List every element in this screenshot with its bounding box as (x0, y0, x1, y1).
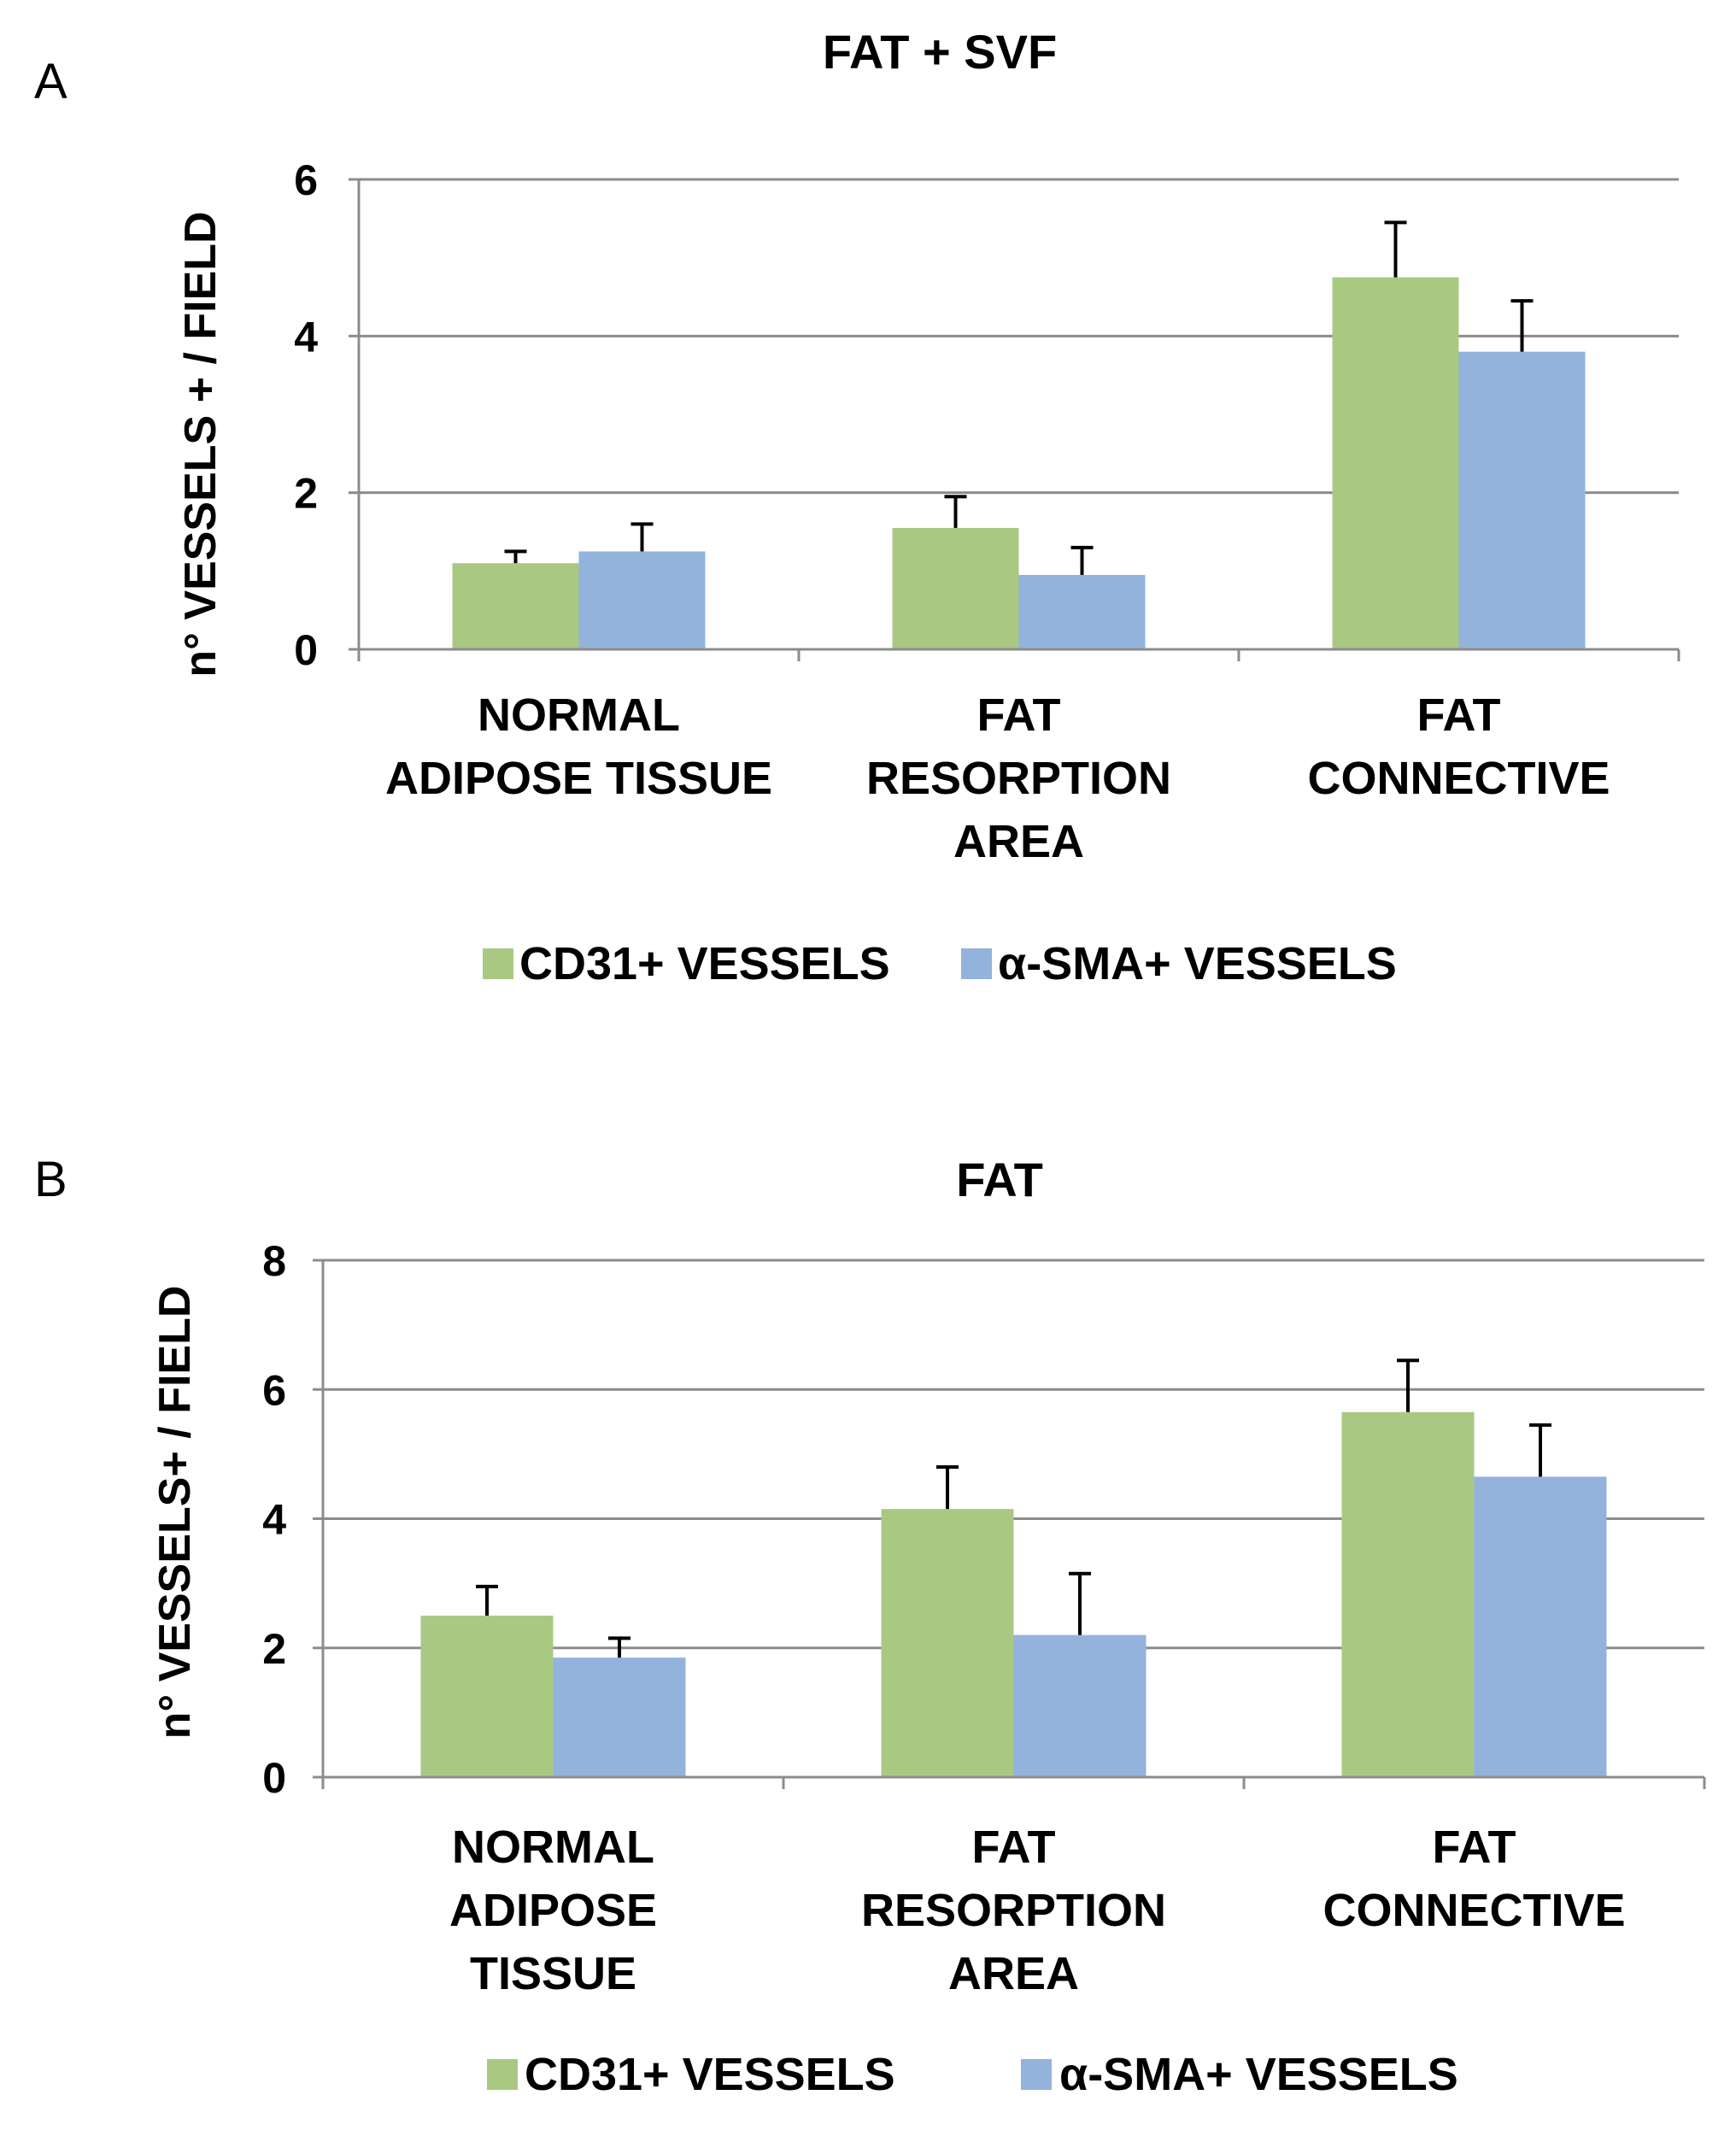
chart-a-x-axis (357, 179, 1680, 661)
chart-b-bar-s1-c2 (1474, 1476, 1607, 1777)
legend-a-asma-swatch (961, 948, 992, 979)
chart-a-legend: CD31+ VESSELS α-SMA+ VESSELS (483, 938, 1397, 989)
chart-b-bar-s0-c0 (420, 1615, 554, 1777)
chart-b-bars (420, 1358, 1607, 1777)
chart-b-legend: CD31+ VESSELS α-SMA+ VESSELS (487, 2049, 1458, 2100)
chart-b-category-label-2-line-0: FAT (1433, 1822, 1516, 1873)
chart-a-bar-s0-c1 (892, 527, 1019, 649)
chart-a-category-label-2-line-1: CONNECTIVE (1307, 753, 1610, 804)
legend-b-cd31-label: CD31+ VESSELS (525, 2049, 895, 2100)
chart-b-category-label-0-line-2: TISSUE (470, 1948, 636, 1999)
chart-a-bars (452, 220, 1586, 649)
chart-a-y-tick-label-1: 2 (294, 470, 318, 518)
legend-a-cd31-label: CD31+ VESSELS (519, 938, 890, 989)
chart-b-y-ticks: 0 2 4 6 8 (262, 1237, 323, 1802)
chart-a-bar-s0-c2 (1332, 277, 1459, 649)
chart-b-bar-s1-c0 (553, 1658, 686, 1777)
chart-a-title: FAT + SVF (823, 25, 1057, 79)
chart-a-category-label-0-line-0: NORMAL (478, 690, 680, 741)
chart-a-category-labels: NORMAL ADIPOSE TISSUE FAT RESORPTION AREA FAT… (385, 690, 1610, 867)
chart-b-y-tick-label-4: 8 (262, 1237, 286, 1285)
chart-b-category-label-1-line-1: RESORPTION (861, 1885, 1166, 1936)
chart-b-y-tick-label-3: 6 (262, 1366, 286, 1414)
chart-a-category-label-1-line-2: AREA (953, 816, 1084, 867)
chart-a-bar-s1-c2 (1458, 351, 1586, 649)
chart-b-y-axis-label: n° VESSELS+ / FIELD (150, 1286, 200, 1740)
panel-label-b: B (34, 1152, 67, 1207)
chart-a: A FAT + SVF n° VESSELS + / FIELD 0 2 4 6 NO… (34, 25, 1680, 989)
chart-b-bar-s1-c1 (1013, 1634, 1147, 1777)
chart-b-category-label-0-line-0: NORMAL (452, 1822, 654, 1873)
chart-a-y-tick-label-2: 4 (294, 313, 318, 361)
chart-a-category-label-2-line-0: FAT (1417, 690, 1501, 741)
chart-b-category-labels: NORMAL ADIPOSE TISSUE FAT RESORPTION AREA FAT C… (449, 1822, 1626, 1999)
legend-b-asma-label: α-SMA+ VESSELS (1059, 2049, 1458, 2100)
chart-b-category-label-2-line-1: CONNECTIVE (1323, 1885, 1625, 1936)
chart-a-bar-s1-c0 (578, 551, 706, 649)
chart-b-y-tick-label-0: 0 (262, 1754, 286, 1802)
chart-a-y-tick-label-3: 6 (294, 156, 318, 204)
panel-label-a: A (34, 54, 67, 109)
chart-a-bar-s0-c0 (452, 563, 579, 649)
legend-a-asma-label: α-SMA+ VESSELS (998, 938, 1397, 989)
chart-a-y-axis-label: n° VESSELS + / FIELD (176, 211, 226, 677)
legend-b-asma-swatch (1021, 2059, 1052, 2090)
legend-b-cd31-swatch (487, 2059, 518, 2090)
chart-a-category-label-1-line-1: RESORPTION (866, 753, 1171, 804)
chart-b-category-label-0-line-1: ADIPOSE (449, 1885, 657, 1936)
chart-a-y-ticks: 0 2 4 6 (294, 156, 359, 674)
chart-b-category-label-1-line-2: AREA (948, 1948, 1079, 1999)
chart-a-category-label-1-line-0: FAT (977, 690, 1061, 741)
chart-b-bar-s0-c2 (1341, 1411, 1475, 1777)
chart-b-title: FAT (956, 1153, 1043, 1206)
chart-b-category-label-1-line-0: FAT (972, 1822, 1056, 1873)
chart-b-x-axis (321, 1260, 1706, 1789)
chart-a-y-tick-label-0: 0 (294, 626, 318, 674)
chart-b: B FAT n° VESSELS+ / FIELD 0 2 4 6 8 NORMAL AD… (34, 1152, 1706, 2100)
chart-b-y-tick-label-2: 4 (262, 1496, 286, 1544)
chart-a-category-label-0-line-1: ADIPOSE TISSUE (385, 753, 772, 804)
legend-a-cd31-swatch (483, 948, 513, 979)
chart-b-y-tick-label-1: 2 (262, 1625, 286, 1673)
chart-a-bar-s1-c1 (1018, 574, 1146, 649)
chart-b-bar-s0-c1 (881, 1509, 1014, 1777)
